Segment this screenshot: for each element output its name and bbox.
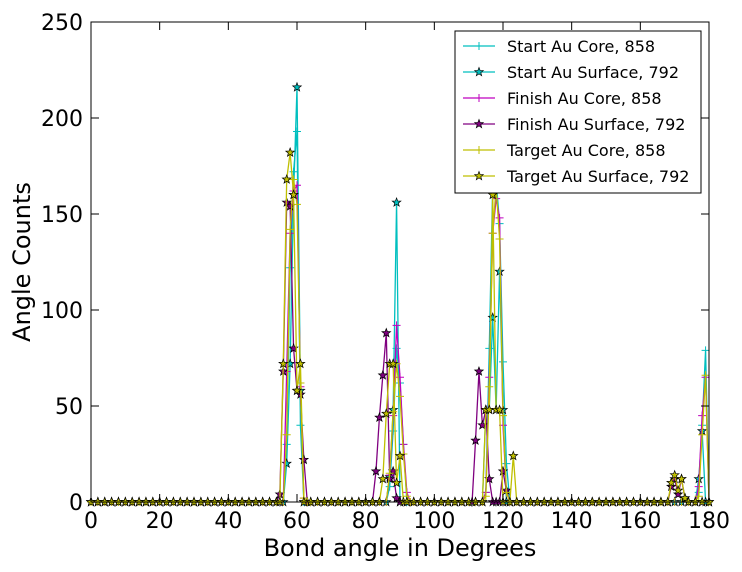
- x-tick-label-2: 40: [214, 509, 242, 534]
- y-tick-label-2: 100: [41, 299, 83, 324]
- series-0-point-69: [499, 357, 507, 366]
- series-3-point-102: [672, 488, 684, 499]
- series-4-point-72: [502, 488, 511, 497]
- series-5-point-52: [394, 450, 406, 461]
- series-4-point-103: [701, 371, 710, 380]
- y-tick-label-3: 150: [41, 203, 83, 228]
- series-0-point-70: [502, 459, 511, 468]
- x-axis-label: Bond angle in Degrees: [264, 534, 537, 562]
- series-3-point-47: [370, 465, 382, 476]
- series-1-point-29: [281, 458, 292, 469]
- x-tick-label-9: 180: [688, 509, 730, 534]
- x-tick-label-4: 80: [352, 509, 380, 534]
- x-tick-label-1: 20: [146, 509, 174, 534]
- y-tick-label-0: 0: [69, 491, 83, 516]
- series-5-point-51: [391, 477, 402, 488]
- legend-label-3: Finish Au Surface, 792: [507, 115, 685, 134]
- legend-marker-3: [473, 118, 485, 129]
- legend-marker-2: [475, 94, 483, 102]
- series-3-point-67: [473, 365, 485, 376]
- series-4-point-31: [289, 175, 298, 184]
- x-tick-label-7: 140: [551, 509, 593, 534]
- legend-label-4: Target Au Core, 858: [506, 141, 666, 160]
- series-5-point-101: [679, 492, 691, 503]
- x-tick-label-5: 100: [413, 509, 455, 534]
- series-0-point-47: [385, 482, 394, 491]
- series-5-point-30: [281, 173, 292, 184]
- series-5-point-29: [278, 358, 289, 369]
- series-4-point-51: [396, 392, 404, 401]
- series-0-point-48: [389, 426, 398, 435]
- series-3-point-35: [298, 454, 310, 465]
- series-4-point-70: [495, 234, 504, 243]
- series-3-point-49: [377, 369, 389, 380]
- series-5-point-48: [381, 408, 392, 419]
- series-4-point-29: [282, 430, 291, 439]
- series-5-point-99: [672, 484, 684, 495]
- series-1-point-32: [291, 81, 303, 92]
- series-4-point-101: [694, 492, 703, 501]
- series-5-point-98: [669, 469, 680, 480]
- legend-label-2: Finish Au Core, 858: [507, 89, 662, 108]
- series-3-point-74: [497, 465, 509, 476]
- series-5-point-33: [291, 385, 303, 396]
- series-3-point-48: [374, 412, 385, 422]
- legend-marker-0: [475, 42, 483, 50]
- series-0-point-101: [701, 346, 710, 355]
- series-3-point-66: [470, 435, 481, 446]
- series-2-point-50: [392, 321, 401, 330]
- y-tick-label-1: 50: [55, 395, 83, 420]
- series-5-point-50: [387, 358, 399, 369]
- axes-layer: 0 20 40 60 80 100 120 140 160 180 0 50 100 150 200 250: [41, 11, 730, 534]
- series-2-point-102: [698, 411, 707, 420]
- series-0-point-31: [289, 167, 298, 176]
- series-1-point-49: [391, 196, 402, 207]
- series-5-point-70: [494, 404, 505, 415]
- series-5-point-97: [665, 477, 677, 488]
- series-3-point-50: [381, 327, 392, 338]
- legend: Start Au Core, 858 Start Au Surface, 792 F…: [454, 30, 702, 194]
- series-4-point-48: [385, 469, 394, 478]
- x-tick-label-8: 160: [619, 509, 661, 534]
- legend-marker-4: [475, 146, 483, 154]
- series-5-point-47: [377, 473, 389, 484]
- y-axis-label: Angle Counts: [8, 182, 36, 342]
- series-5-point-100: [676, 473, 687, 484]
- series-5-point-34: [295, 358, 306, 369]
- legend-marker-5: [473, 170, 485, 181]
- y-tick-label-5: 250: [41, 11, 83, 36]
- legend-label-5: Target Au Surface, 792: [506, 167, 689, 186]
- y-tick-label-4: 200: [41, 107, 83, 132]
- series-5-point-73: [508, 450, 519, 461]
- series-2-point-70: [495, 213, 504, 222]
- series-3-point-53: [391, 492, 402, 503]
- legend-label-0: Start Au Core, 858: [507, 37, 655, 56]
- series-5-point-31: [284, 147, 296, 158]
- x-tick-label-6: 120: [482, 509, 524, 534]
- legend-box: [454, 30, 702, 194]
- series-5-point-32: [288, 189, 299, 200]
- legend-marker-1: [473, 66, 485, 77]
- legend-label-1: Start Au Surface, 792: [507, 63, 679, 82]
- plot-frame: [90, 21, 710, 503]
- series-0-point-33: [296, 421, 305, 430]
- series-4-point-30: [286, 225, 295, 234]
- x-tick-label-0: 0: [84, 509, 98, 534]
- series-4-point-102: [698, 430, 707, 439]
- series-4-point-49: [389, 407, 398, 416]
- x-tick-label-3: 60: [283, 509, 311, 534]
- series-1-point-65: [487, 312, 498, 323]
